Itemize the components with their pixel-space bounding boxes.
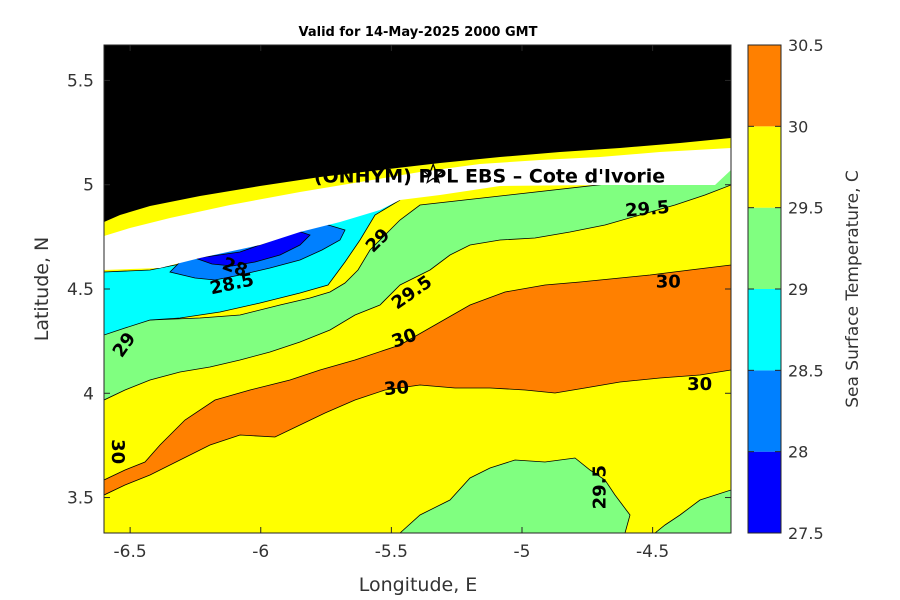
x-tick-label: -6 [252, 542, 269, 562]
contour-label: 30 [687, 374, 712, 395]
colorbar: 27.5 28 28.5 29 29.5 30 30.5 [747, 36, 824, 543]
sst-band-30-30.5 [104, 264, 731, 496]
colorbar-tick-label: 30 [788, 117, 808, 136]
sst-band-29-29.5-southeast [654, 489, 731, 533]
y-tick-label: 4.5 [67, 280, 94, 300]
contour-plot-area [104, 45, 731, 533]
y-tick-label: 5 [83, 176, 94, 196]
colorbar-tick-label: 29.5 [788, 199, 824, 218]
colorbar-tick-label: 28.5 [788, 361, 824, 380]
sst-band-29-29.5-north [104, 169, 731, 401]
contour-label: 30 [107, 439, 128, 464]
colorbar-segment [748, 207, 781, 289]
colorbar-segment [748, 370, 781, 452]
colorbar-segment [748, 126, 781, 208]
station-star-marker [421, 162, 445, 184]
colorbar-tick-label: 30.5 [788, 36, 824, 55]
sst-band-29-29.5-south [399, 457, 631, 533]
colorbar-segment [748, 451, 781, 533]
colorbar-tick-label: 27.5 [788, 524, 824, 543]
colorbar-label: Sea Surface Temperature, C [843, 170, 863, 408]
x-axis-ticks: -6.5 -6 -5.5 -5 -4.5 [114, 45, 669, 562]
sst-band-27.5-28 [194, 229, 311, 267]
y-tick-label: 4 [83, 384, 94, 404]
y-tick-label: 3.5 [67, 489, 94, 509]
x-tick-label: -5 [514, 542, 531, 562]
colorbar-tick-label: 29 [788, 280, 808, 299]
station-layer: (ONHYM) PPL EBS – Cote d'Ivorie [314, 162, 665, 187]
y-axis-ticks: 3.5 4 4.5 5 5.5 [67, 71, 731, 509]
contour-label: 29.5 [589, 465, 610, 509]
x-axis-label: Longitude, E [359, 574, 478, 596]
x-tick-label: -5.5 [375, 542, 408, 562]
contour-label: 29.5 [624, 197, 670, 222]
chart-title: Valid for 14-May-2025 2000 GMT [299, 25, 538, 40]
land-mass [104, 45, 731, 222]
contour-label: 30 [383, 377, 410, 400]
y-tick-label: 5.5 [67, 71, 94, 91]
colorbar-segment [748, 289, 781, 371]
colorbar-segment [748, 45, 781, 127]
x-tick-label: -6.5 [114, 542, 147, 562]
y-axis-label: Latitude, N [31, 237, 53, 342]
colorbar-tick-label: 28 [788, 443, 808, 462]
station-label: (ONHYM) PPL EBS – Cote d'Ivorie [314, 165, 665, 187]
x-tick-label: -4.5 [636, 542, 669, 562]
contour-label: 30 [656, 272, 681, 293]
no-data-coastal-strip [104, 148, 731, 270]
